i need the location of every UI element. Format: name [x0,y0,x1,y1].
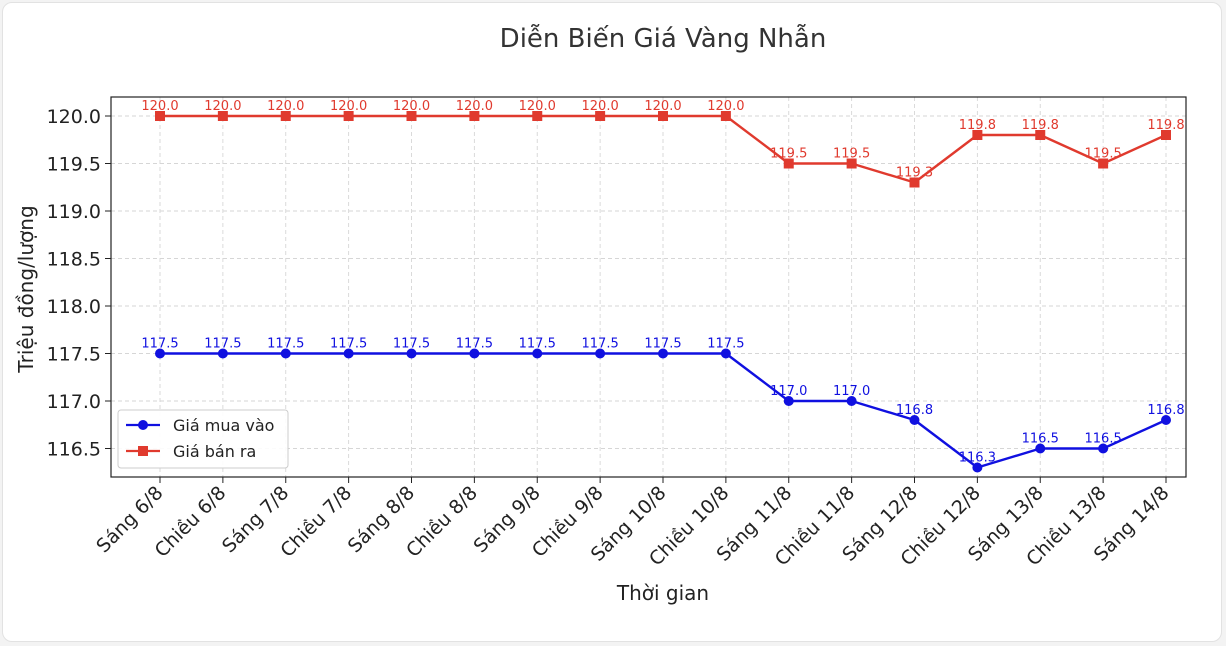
data-point [532,111,543,121]
data-label: 120.0 [393,99,430,114]
data-point [658,348,668,359]
data-point [280,111,291,121]
plot-frame [110,96,1187,478]
data-point [909,177,920,188]
y-tick-label: 119.5 [47,154,101,176]
data-point [972,130,983,140]
data-label: 119.8 [1022,118,1059,133]
legend-label-sell: Giá bán ra [173,442,256,461]
data-label: 117.5 [456,337,493,352]
data-label: 117.5 [393,337,430,352]
y-tick-label: 119.0 [47,201,101,223]
data-point [846,158,857,169]
data-point [469,111,480,121]
data-label: 117.5 [330,337,367,352]
data-label: 120.0 [204,99,241,114]
data-label: 117.5 [707,337,744,352]
data-label: 117.5 [519,337,556,352]
data-label: 120.0 [267,99,304,114]
data-label: 120.0 [582,99,619,114]
data-label: 116.8 [896,403,933,418]
data-point [720,348,731,359]
data-point [1035,443,1046,454]
data-point [217,111,228,121]
y-axis-ticks: 116.5 117.0 117.5 118.0 118.5 119.0 119.5 120.0 [47,106,111,461]
data-label: 120.0 [644,99,681,114]
data-point [343,348,354,359]
data-point [783,396,794,406]
data-label: 119.5 [833,147,870,162]
data-point [406,111,417,121]
data-point [469,348,480,359]
data-point [1161,415,1171,425]
data-point [155,111,165,121]
data-label: 117.0 [833,384,870,399]
data-label: 116.5 [1085,432,1122,447]
x-axis-label: Thời gian [616,581,709,605]
y-axis-label: Triệu đồng/lượng [14,205,38,373]
chart-title: Diễn Biến Giá Vàng Nhẫn [500,23,827,54]
data-label: 117.5 [204,337,241,352]
y-tick-label: 117.5 [47,344,101,366]
data-point [1035,130,1046,140]
data-point [783,158,794,169]
data-point [595,348,606,359]
data-point [909,415,920,425]
y-tick-label: 116.5 [47,439,101,461]
data-label: 117.5 [267,337,304,352]
data-point [720,111,731,121]
data-label: 117.5 [644,337,681,352]
data-point [532,348,543,359]
data-point [1161,130,1171,140]
data-label: 116.5 [1022,432,1059,447]
data-label: 120.0 [141,99,178,114]
data-label: 120.0 [519,99,556,114]
data-label: 119.5 [1085,147,1122,162]
data-point [846,396,857,406]
data-label: 117.5 [582,337,619,352]
data-label: 119.8 [1147,118,1184,133]
data-label: 117.5 [141,337,178,352]
data-point [595,111,606,121]
data-point [1098,443,1109,454]
data-label: 120.0 [330,99,367,114]
legend-marker-sell [138,446,148,456]
data-label: 119.8 [959,118,996,133]
series-layer: 117.5 117.5 117.5 117.5 117.5 117.5 117.5 117.5… [141,99,1185,473]
data-point [217,348,228,359]
y-tick-label: 117.0 [47,391,101,413]
data-point [972,462,983,473]
data-label: 117.0 [770,384,807,399]
data-label: 116.8 [1147,403,1184,418]
data-label: 119.5 [770,147,807,162]
data-label: 119.3 [896,166,933,181]
data-point [343,111,354,121]
data-point [280,348,291,359]
data-label: 120.0 [456,99,493,114]
legend: Giá mua vào Giá bán ra [117,409,289,469]
data-label: 116.3 [959,451,996,466]
data-point [406,348,417,359]
y-tick-label: 120.0 [47,106,101,128]
data-point [155,348,165,359]
y-tick-label: 118.5 [47,249,101,271]
data-point [1098,158,1109,169]
legend-box [117,409,289,469]
legend-label-buy: Giá mua vào [173,416,274,435]
data-label: 120.0 [707,99,744,114]
data-point [658,111,668,121]
legend-marker-buy [138,420,148,430]
y-tick-label: 118.0 [47,296,101,318]
